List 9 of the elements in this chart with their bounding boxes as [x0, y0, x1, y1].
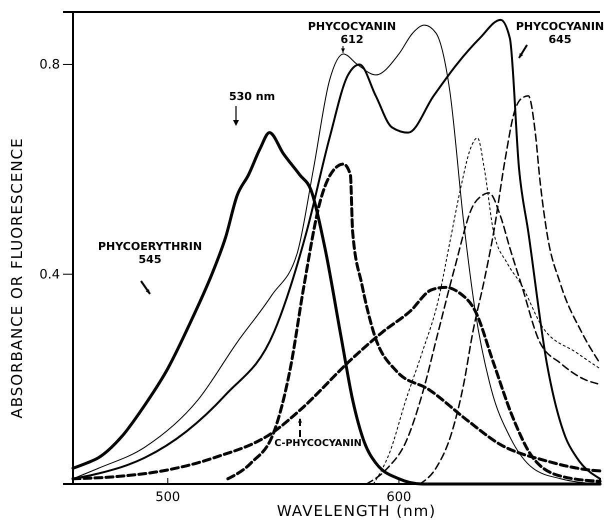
series-label: PHYCOERYTHRIN 545 — [98, 240, 202, 266]
y-tick-label: 0.8 — [39, 58, 60, 73]
y-tick-label: 0.4 — [39, 267, 60, 282]
annotation: 530 nm — [228, 90, 276, 103]
y-axis-title: ABSORBANCE OR FLUORESCENCE — [8, 137, 26, 419]
legend-label: C-PHYCOCYANIN — [274, 438, 362, 449]
series-label: PHYCOCYANIN 612 — [308, 20, 396, 46]
series-label: PHYCOCYANIN 645 — [516, 20, 604, 46]
x-tick-label: 500 — [155, 490, 180, 506]
